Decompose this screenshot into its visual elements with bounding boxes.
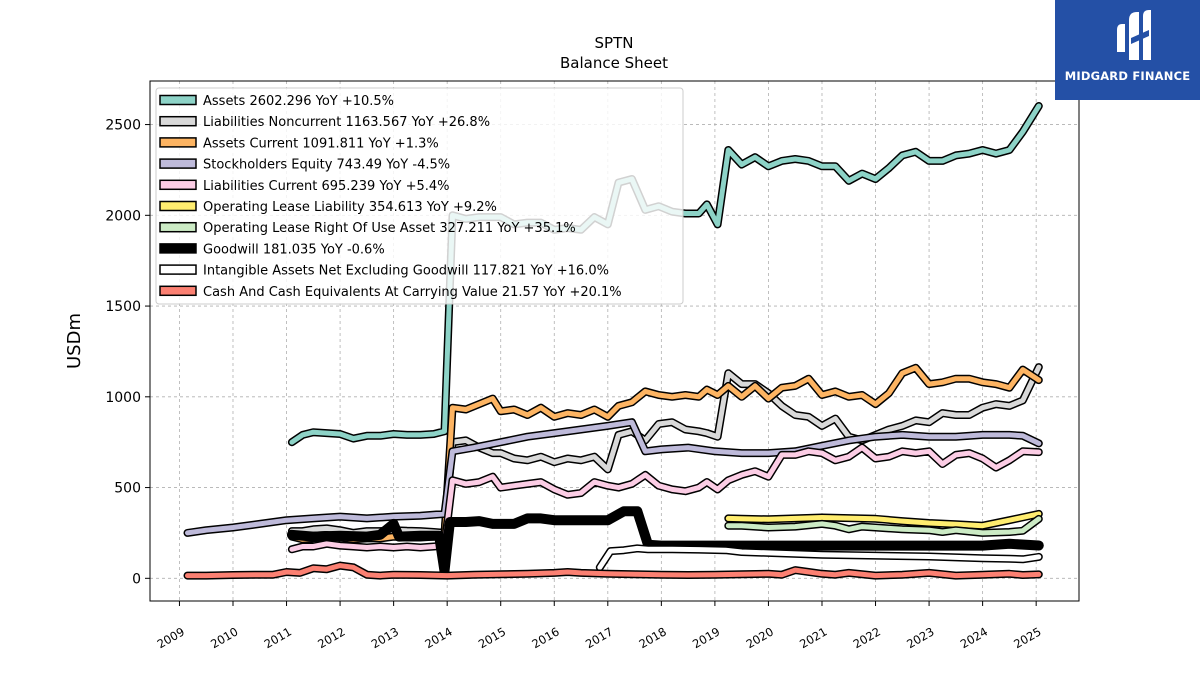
x-tick-label: 2012 <box>315 624 347 651</box>
x-tick-label: 2017 <box>583 624 615 651</box>
series-layer <box>183 102 1044 580</box>
x-tick-label: 2022 <box>851 624 883 651</box>
series-cash-and-cash-equivalents-at-carrying-value <box>183 561 1043 580</box>
series-line <box>289 445 1042 552</box>
x-tick-label: 2015 <box>476 624 508 651</box>
legend-swatch <box>159 221 197 233</box>
legend-swatch <box>159 285 197 297</box>
series-line <box>725 511 1042 529</box>
series-stockholders-equity <box>183 418 1043 537</box>
legend-swatch <box>159 158 197 169</box>
series-line <box>597 545 1042 570</box>
x-tick-label: 2023 <box>904 624 936 651</box>
x-tick-label: 2025 <box>1011 624 1043 651</box>
legend-entry: Liabilities Current 695.239 YoY +5.4% <box>203 179 450 194</box>
series-liabilities-current <box>287 443 1043 554</box>
x-tick-label: 2024 <box>958 624 990 651</box>
x-tick-label: 2010 <box>208 624 240 651</box>
series-intangible-assets-net-excluding-goodwill <box>595 544 1043 572</box>
x-tick-label: 2013 <box>369 624 401 651</box>
legend-entry: Intangible Assets Net Excluding Goodwill… <box>203 264 609 279</box>
y-axis: 0 500 1000 1500 2000 2500 <box>105 118 150 587</box>
legend-entry: Cash And Cash Equivalents At Carrying Va… <box>203 285 622 300</box>
x-tick-label: 2021 <box>797 624 829 651</box>
x-tick-label: 2009 <box>155 624 187 651</box>
x-tick-label: 2014 <box>422 624 454 651</box>
legend: Assets 2602.296 YoY +10.5% Liabilities No… <box>155 87 684 305</box>
legend-entry: Stockholders Equity 743.49 YoY -4.5% <box>203 158 450 173</box>
x-tick-label: 2018 <box>636 624 668 651</box>
series-line <box>185 563 1042 579</box>
brand-logo: MIDGARD FINANCE <box>1055 0 1200 100</box>
y-tick-label: 1000 <box>105 390 141 406</box>
legend-swatch <box>159 115 197 127</box>
series-operating-lease-liability <box>724 509 1043 530</box>
legend-entry: Operating Lease Right Of Use Asset 327.2… <box>203 221 576 236</box>
series-goodwill <box>286 506 1044 577</box>
y-tick-label: 1500 <box>105 299 141 315</box>
series-line <box>185 419 1042 536</box>
legend-box <box>155 87 684 305</box>
brand-name: MIDGARD FINANCE <box>1064 69 1191 83</box>
y-axis-label: USDm <box>64 313 85 369</box>
y-tick-label: 2500 <box>105 118 141 134</box>
legend-swatch <box>159 243 197 254</box>
legend-swatch <box>159 179 197 191</box>
legend-entry: Liabilities Noncurrent 1163.567 YoY +26.… <box>203 115 490 130</box>
y-tick-label: 2000 <box>105 208 141 224</box>
series-line <box>725 516 1042 536</box>
x-tick-label: 2011 <box>262 624 294 651</box>
midgard-logo-icon <box>1117 10 1151 60</box>
legend-entry: Goodwill 181.035 YoY -0.6% <box>203 242 385 257</box>
legend-swatch <box>159 200 197 212</box>
legend-entry: Assets 2602.296 YoY +10.5% <box>203 94 394 109</box>
x-axis: 2009 2010 2011 2012 2013 2014 2015 2016 2017 2018… <box>155 601 1044 651</box>
y-tick-label: 500 <box>114 481 141 497</box>
plot-frame <box>149 80 1080 602</box>
legend-swatch <box>159 264 197 275</box>
legend-entry: Operating Lease Liability 354.613 YoY +9… <box>203 200 497 215</box>
series-operating-lease-right-of-use-asset <box>724 514 1043 537</box>
legend-swatch <box>159 94 197 106</box>
chart-subtitle: Balance Sheet <box>560 54 668 72</box>
y-tick-label: 0 <box>132 571 141 587</box>
legend-swatch <box>159 137 197 148</box>
x-tick-label: 2019 <box>690 624 722 651</box>
x-tick-label: 2016 <box>529 624 561 651</box>
legend-entry: Assets Current 1091.811 YoY +1.3% <box>203 136 439 151</box>
x-tick-label: 2020 <box>744 624 776 651</box>
series-line <box>288 507 1043 575</box>
chart-title: SPTN <box>595 34 634 52</box>
